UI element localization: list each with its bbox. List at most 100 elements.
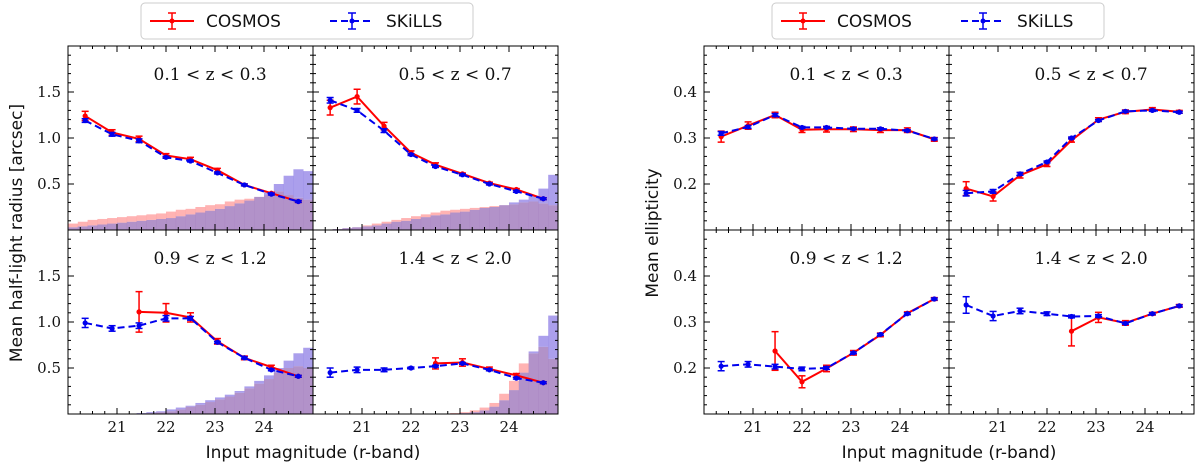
skills-point [1017,308,1023,314]
hist-overlap-bar [166,218,177,230]
hist-cosmos-bar [430,212,441,216]
hist-overlap-bar [156,218,167,230]
hist-overlap-bar [518,202,529,230]
skills-point [823,124,830,131]
y-tick-label: 0.3 [673,129,697,147]
y-tick-label: 0.4 [673,83,697,101]
panel-title: 1.4 < z < 2.0 [399,249,512,269]
skills-point [990,188,996,194]
legend-left: COSMOS SKiLLS [140,2,474,40]
skills-point [904,128,910,134]
hist-overlap-bar [215,399,226,414]
skills-point [486,181,492,187]
hist-overlap-bar [499,400,510,414]
hist-cosmos-bar [420,214,431,218]
panels-group: 0.51.01.50.1 < z < 0.3 0.5 < z < 0.721 22 2… [37,45,1195,436]
left-xlabel: Input magnitude (r-band) [206,443,421,463]
hist-overlap-bar [68,227,79,230]
hist-overlap-bar [97,224,108,230]
skills-point [1044,159,1050,165]
hist-cosmos-bar [469,410,480,413]
hist-cosmos-bar [77,221,88,227]
hist-overlap-bar [499,205,510,230]
hist-overlap-bar [460,211,471,230]
skills-point [381,128,387,134]
hist-skills-bar [293,169,304,198]
hist-overlap-bar [166,411,177,414]
y-tick-label: 0.5 [37,175,61,193]
panel-title: 0.5 < z < 0.7 [399,65,512,85]
skills-point [459,172,466,178]
skills-point [540,380,546,386]
legend-left-box [140,2,474,40]
hist-overlap-bar [293,197,304,230]
y-tick-label: 0.5 [37,359,61,377]
skills-point [1149,311,1155,317]
hist-cosmos-bar [185,208,196,215]
y-tick-label: 1.0 [37,129,61,147]
skills-point [823,365,830,371]
skills-point [295,373,301,379]
hist-overlap-bar [283,368,294,414]
hist-overlap-bar [107,223,118,230]
skills-point [459,360,466,366]
hist-skills-bar [254,380,265,384]
skills-point [109,325,115,332]
skills-point [136,138,142,144]
hist-skills-bar [509,202,520,205]
legend-right-skills-marker [980,18,986,24]
panel-title: 0.1 < z < 0.3 [790,65,903,85]
hist-overlap-bar [234,203,245,230]
hist-overlap-bar [420,217,431,230]
x-tick-label: 23 [1086,418,1105,436]
legend-right-cosmos-marker [800,18,806,24]
hist-overlap-bar [195,404,206,414]
panel-3: 21 22 23 24 0.5 1.0 1.5 0.9 < z < 1.2 [37,229,314,436]
hist-overlap-bar [175,409,186,414]
hist-overlap-bar [411,218,422,230]
hist-skills-bar [293,353,304,367]
hist-overlap-bar [352,227,363,230]
hist-overlap-bar [440,214,451,230]
y-tick-label: 0.2 [673,175,697,193]
hist-overlap-bar [469,209,480,230]
skills-point [963,190,969,196]
legend-left-cosmos-label: COSMOS [206,12,281,32]
hist-cosmos-bar [440,210,451,215]
hist-skills-bar [244,386,255,389]
hist-overlap-bar [391,221,402,230]
skills-point [1122,108,1128,114]
skills-point [1149,107,1155,113]
cosmos-point [381,123,387,129]
skills-point [354,367,360,373]
hist-overlap-bar [264,195,275,230]
skills-point [1068,135,1075,141]
skills-point [745,124,751,130]
hist-skills-bar [538,188,549,204]
y-tick-label: 1.5 [37,267,61,285]
skills-point [163,315,169,321]
skills-point [990,313,996,319]
hist-cosmos-bar [460,412,471,414]
legend-left-cosmos-marker [169,18,175,24]
hist-overlap-bar [234,392,245,414]
skills-point [850,350,857,356]
cosmos-point [327,105,333,111]
hist-overlap-bar [156,412,167,414]
cosmos-point [82,113,88,119]
right-xlabel: Input magnitude (r-band) [842,443,1057,463]
legend-right: COSMOS SKiLLS [771,2,1105,40]
skills-point [540,196,546,202]
panel-5: 0.2 0.3 0.4 0.1 < z < 0.3 [673,45,950,231]
skills-point [241,182,247,188]
hist-cosmos-bar [166,211,177,219]
hist-cosmos-bar [215,204,226,209]
hist-skills-bar [283,360,294,368]
hist-overlap-bar [283,195,294,230]
skills-point [241,355,247,361]
skills-point [163,154,169,160]
hist-overlap-bar [126,221,137,230]
x-tick-label: 24 [254,418,273,436]
hist-overlap-bar [528,201,539,230]
cosmos-point [1068,328,1075,334]
